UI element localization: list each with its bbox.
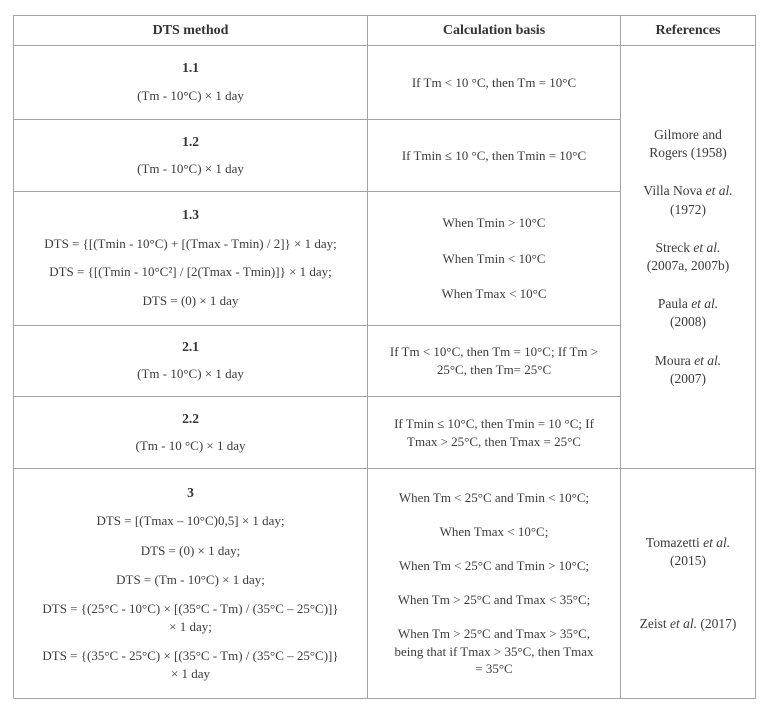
method-formula: DTS = {[(Tmin - 10°C) + [(Tmax - Tmin) /… <box>44 235 337 251</box>
basis-text: When Tmin > 10°C <box>442 215 546 231</box>
basis-text: When Tm > 25°C and Tmax < 35°C; <box>397 592 591 608</box>
column-header-calculation-basis: Calculation basis <box>367 15 621 46</box>
basis-text: When Tmin < 10°C <box>442 250 546 266</box>
basis-cell: When Tm < 25°C and Tmin < 10°C; When Tma… <box>367 468 621 699</box>
reference-text-part: (2017) <box>697 615 737 631</box>
reference-etal: et al. <box>705 183 733 199</box>
table-row: 1.3 DTS = {[(Tmin - 10°C) + [(Tmax - Tmi… <box>13 191 756 326</box>
reference-text-part: Streck <box>655 239 694 255</box>
reference-text-part: Moura <box>654 352 695 368</box>
method-formula: DTS = {(35°C - 25°C) × [(35°C - Tm) / (3… <box>42 648 339 681</box>
basis-text: If Tmin ≤ 10°C, then Tmin = 10 °C; If Tm… <box>394 415 594 449</box>
basis-cell: If Tmin ≤ 10 °C, then Tmin = 10°C <box>367 119 621 192</box>
method-number: 3 <box>187 484 194 500</box>
reference-text-part: Gilmore and Rogers (1958) <box>649 126 727 161</box>
table-row: 1.1 (Tm - 10°C) × 1 day If Tm < 10 °C, t… <box>13 45 756 469</box>
reference-text-part: (2008) <box>670 314 706 330</box>
reference-text-part: (2007a, 2007b) <box>646 258 730 273</box>
reference-text-part: Villa Nova <box>643 183 706 199</box>
reference-text-part: (2007) <box>670 370 706 386</box>
basis-text: When Tm > 25°C and Tmax > 35°C, being th… <box>394 625 594 677</box>
method-formula: DTS = [(Tmax – 10°C)0,5] × 1 day; <box>96 513 285 529</box>
method-formula: (Tm - 10 °C) × 1 day <box>135 437 246 453</box>
basis-cell: When Tmin > 10°C When Tmin < 10°C When T… <box>367 191 621 326</box>
method-formula: DTS = (0) × 1 day <box>142 293 239 309</box>
method-cell: 2.1 (Tm - 10°C) × 1 day <box>13 325 368 397</box>
reference-text-part: (2015) <box>669 553 706 569</box>
method-formula: DTS = {(25°C - 10°C) × [(35°C - Tm) / (3… <box>42 601 339 634</box>
basis-cell: If Tmin ≤ 10°C, then Tmin = 10 °C; If Tm… <box>367 396 621 469</box>
reference: Villa Nova et al. (1972) <box>643 182 732 218</box>
method-formula: DTS = {[(Tmin - 10°C²] / [2(Tmax - Tmin)… <box>49 264 332 280</box>
basis-cell: If Tm < 10°C, then Tm = 10°C; If Tm > 25… <box>367 325 621 397</box>
basis-text: When Tmax < 10°C; <box>439 524 549 540</box>
method-formula: (Tm - 10°C) × 1 day <box>137 87 244 103</box>
dts-methods-table: DTS method Calculation basis References … <box>13 15 756 699</box>
table-row: 2.1 (Tm - 10°C) × 1 day If Tm < 10°C, th… <box>13 325 756 397</box>
method-number: 2.1 <box>182 339 199 355</box>
method-cell: 1.1 (Tm - 10°C) × 1 day <box>13 45 368 120</box>
method-number: 1.3 <box>182 207 199 223</box>
reference-etal: et al. <box>703 535 731 551</box>
basis-text: If Tmin ≤ 10 °C, then Tmin = 10°C <box>401 147 587 163</box>
reference-text-part: Zeist <box>639 615 670 631</box>
reference-etal: et al. <box>694 352 722 368</box>
reference-etal: et al. <box>670 615 697 631</box>
basis-text: If Tm < 10°C, then Tm = 10°C; If Tm > 25… <box>389 344 599 377</box>
reference: Zeist et al. (2017) <box>640 615 737 633</box>
reference-etal: et al. <box>691 296 719 312</box>
reference: Gilmore and Rogers (1958) <box>649 126 727 162</box>
references-cell-group1: Gilmore and Rogers (1958) Villa Nova et … <box>620 45 756 469</box>
reference: Moura et al. (2007) <box>655 352 721 388</box>
references-cell-group2: Tomazetti et al. (2015) Zeist et al. (20… <box>620 468 756 699</box>
header-row: DTS method Calculation basis References <box>13 15 756 46</box>
method-cell: 2.2 (Tm - 10 °C) × 1 day <box>13 396 368 469</box>
method-formula: DTS = (Tm - 10°C) × 1 day; <box>116 572 265 588</box>
table-row: 1.2 (Tm - 10°C) × 1 day If Tmin ≤ 10 °C,… <box>13 119 756 192</box>
column-header-dts-method: DTS method <box>13 15 368 46</box>
reference-etal: et al. <box>693 239 721 255</box>
table-row: 3 DTS = [(Tmax – 10°C)0,5] × 1 day; DTS … <box>13 468 756 699</box>
method-formula: DTS = (0) × 1 day; <box>140 542 241 558</box>
reference-text-part: Paula <box>657 296 692 312</box>
method-cell: 3 DTS = [(Tmax – 10°C)0,5] × 1 day; DTS … <box>13 468 368 699</box>
basis-text: When Tm < 25°C and Tmin < 10°C; <box>398 490 590 506</box>
reference: Streck et al. (2007a, 2007b) <box>647 239 729 275</box>
method-formula: (Tm - 10°C) × 1 day <box>137 365 244 381</box>
basis-text: When Tmax < 10°C <box>441 286 547 302</box>
basis-text: If Tm < 10 °C, then Tm = 10°C <box>411 74 577 90</box>
method-number: 1.2 <box>182 133 199 149</box>
column-header-references: References <box>620 15 756 46</box>
method-cell: 1.2 (Tm - 10°C) × 1 day <box>13 119 368 192</box>
reference: Tomazetti et al. (2015) <box>646 534 730 570</box>
method-number: 2.2 <box>182 410 199 426</box>
reference: Paula et al. (2008) <box>658 295 718 331</box>
basis-text: When Tm < 25°C and Tmin > 10°C; <box>398 558 590 574</box>
method-cell: 1.3 DTS = {[(Tmin - 10°C) + [(Tmax - Tmi… <box>13 191 368 326</box>
reference-text-part: Tomazetti <box>645 535 704 551</box>
method-number: 1.1 <box>182 60 199 76</box>
basis-cell: If Tm < 10 °C, then Tm = 10°C <box>367 45 621 120</box>
reference-text-part: (1972) <box>670 201 706 217</box>
method-formula: (Tm - 10°C) × 1 day <box>137 160 244 176</box>
